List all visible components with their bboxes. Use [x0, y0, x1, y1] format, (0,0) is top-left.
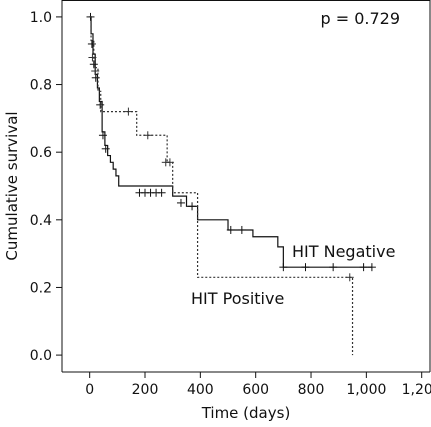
x-tick-label: 400: [187, 382, 214, 398]
series-line-hit-positive: [89, 16, 354, 356]
y-tick-label: 1.0: [30, 10, 52, 26]
x-tick-label: 200: [132, 382, 159, 398]
x-tick-label: 800: [298, 382, 325, 398]
x-tick-label: 1,200: [402, 382, 431, 398]
x-tick-label: 600: [242, 382, 269, 398]
p-value-annotation: p = 0.729: [320, 9, 400, 28]
x-tick-label: 1,000: [346, 382, 386, 398]
x-ticks: 0 200 400 600 800 1,000 1,200: [85, 372, 431, 398]
y-tick-label: 0.2: [30, 280, 52, 296]
y-tick-label: 0.0: [30, 348, 52, 364]
x-tick-label: 0: [85, 382, 94, 398]
series-label-hit-negative: HIT Negative: [292, 242, 395, 261]
y-ticks: 0.0 0.2 0.4 0.6 0.8 1.0: [30, 10, 62, 364]
series-layer: [86, 12, 376, 356]
y-tick-label: 0.4: [30, 213, 52, 229]
y-tick-label: 0.6: [30, 145, 52, 161]
series-label-hit-positive: HIT Positive: [191, 289, 284, 308]
y-tick-label: 0.8: [30, 78, 52, 94]
y-axis-label: Cumulative survival: [3, 111, 21, 260]
x-axis-label: Time (days): [201, 404, 291, 422]
